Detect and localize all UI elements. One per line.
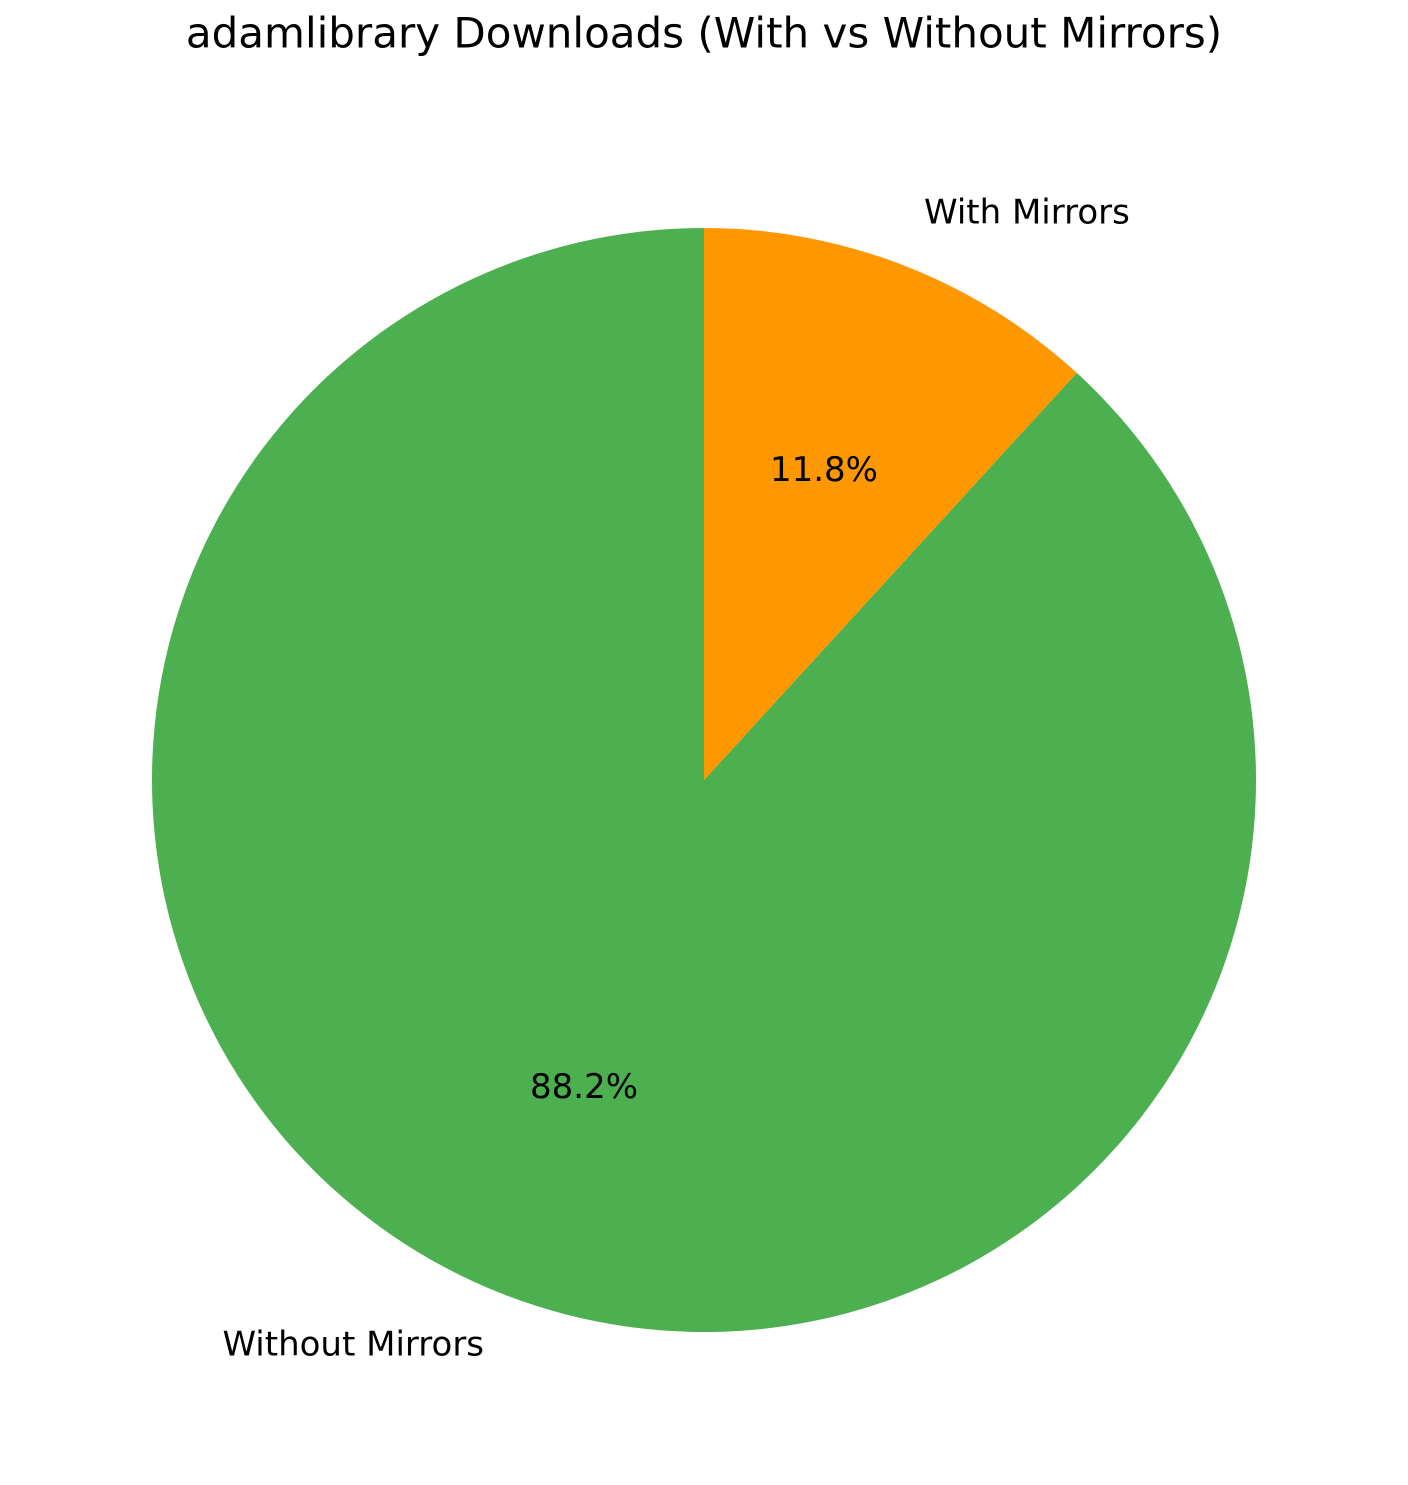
percent-label: 88.2% — [530, 1067, 638, 1107]
chart-title: adamlibrary Downloads (With vs Without M… — [186, 9, 1222, 58]
percent-label: 11.8% — [770, 450, 878, 490]
slice-label: With Mirrors — [924, 193, 1130, 233]
pie-slice — [152, 228, 1257, 1333]
pie-slice — [704, 228, 1077, 780]
slice-label: Without Mirrors — [222, 1324, 484, 1364]
